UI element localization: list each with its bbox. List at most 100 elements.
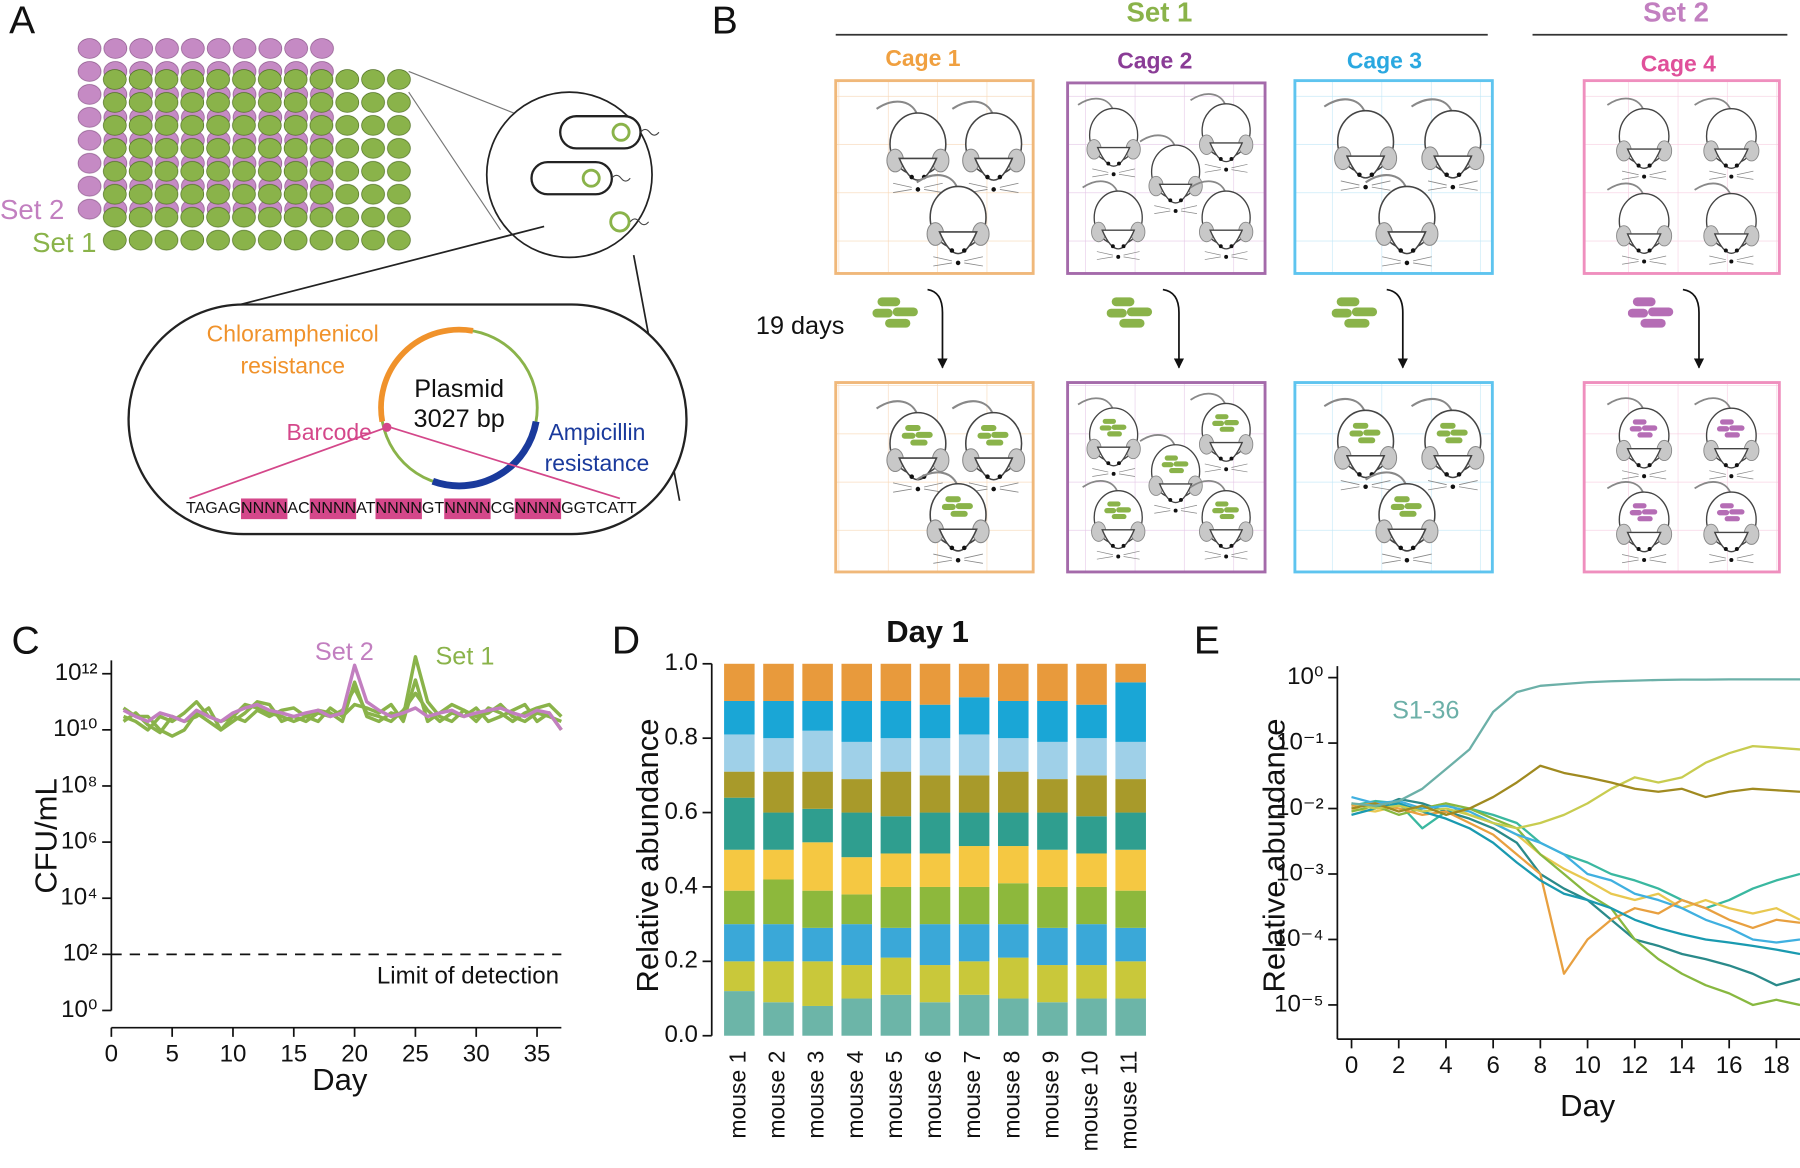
- barcode-highlight: [375, 498, 422, 520]
- barcode-label: Barcode: [287, 419, 372, 445]
- series-label: S1-36: [1392, 697, 1459, 725]
- bar-segment: [958, 812, 990, 847]
- bar-segment: [841, 998, 873, 1036]
- bar-segment: [1037, 849, 1068, 887]
- panel-label: B: [712, 0, 738, 43]
- bar-segment: [841, 700, 873, 742]
- x-tick-label: 30: [463, 1041, 490, 1068]
- bar-segment: [1037, 741, 1068, 780]
- threshold-label: Limit of detection: [377, 963, 559, 990]
- bar-segment: [1076, 886, 1107, 925]
- sequence-part: AT: [356, 499, 376, 517]
- bar-segment: [998, 700, 1029, 739]
- y-tick-label: 10⁻²: [1276, 794, 1324, 821]
- bar-segment: [998, 883, 1029, 925]
- series-line: [1351, 802, 1800, 975]
- bar-segment: [880, 816, 912, 854]
- x-tick-label: mouse 5: [881, 1051, 907, 1139]
- barcode-highlight: [514, 498, 562, 520]
- x-tick-label: mouse 8: [998, 1051, 1024, 1139]
- x-tick-label: 16: [1716, 1052, 1743, 1079]
- bar-segment: [763, 1002, 794, 1036]
- set-label: Set 1: [32, 227, 96, 258]
- bar-segment: [1115, 779, 1146, 813]
- x-tick-label: mouse 4: [842, 1050, 868, 1138]
- barcode-highlight: [444, 498, 491, 520]
- bar-segment: [724, 797, 755, 850]
- gene-label: resistance: [240, 353, 345, 379]
- x-tick-label: 10: [220, 1041, 247, 1068]
- bar-segment: [841, 663, 873, 701]
- y-tick-label: 10⁶: [61, 827, 98, 854]
- plasmid-size: 3027 bp: [414, 405, 505, 433]
- bar-segment: [1076, 738, 1107, 776]
- bar-segment: [880, 738, 912, 772]
- x-tick-label: 12: [1621, 1052, 1648, 1079]
- bar-segment: [841, 741, 873, 780]
- cage-label: Cage 2: [1117, 47, 1192, 73]
- bar-segment: [919, 924, 951, 966]
- bar-segment: [763, 849, 794, 880]
- bar-segment: [841, 894, 873, 925]
- bar-segment: [1115, 849, 1146, 891]
- flagellum: [629, 218, 650, 226]
- bar-segment: [1115, 998, 1146, 1036]
- x-tick-label: 35: [524, 1041, 551, 1068]
- bar-segment: [880, 853, 912, 887]
- bar-segment: [1037, 812, 1068, 850]
- bar-segment: [880, 700, 912, 739]
- bar-segment: [998, 738, 1029, 772]
- bar-segment: [919, 1002, 951, 1036]
- series-label: Set 1: [435, 643, 494, 671]
- bar-segment: [841, 857, 873, 895]
- series-line: [122, 655, 562, 732]
- plasmid-name: Plasmid: [414, 375, 504, 403]
- bar-segment: [1115, 812, 1146, 850]
- x-tick-label: 10: [1574, 1052, 1601, 1079]
- bar-segment: [802, 663, 833, 701]
- y-tick-label: 10⁴: [60, 884, 97, 911]
- y-tick-label: 1.0: [664, 649, 698, 676]
- bar-segment: [1037, 1002, 1068, 1036]
- bar-segment: [724, 849, 755, 891]
- bar-segment: [802, 700, 833, 731]
- bar-segment: [880, 771, 912, 817]
- barcode-site: [382, 422, 392, 432]
- plasmid-icon: [581, 168, 601, 188]
- sequence-part: NNNN: [376, 499, 422, 517]
- x-tick-label: mouse 2: [764, 1051, 790, 1139]
- sequence-part: CG: [491, 499, 515, 517]
- bar-segment: [724, 991, 755, 1036]
- x-tick-label: mouse 1: [724, 1051, 750, 1139]
- x-tick-label: mouse 11: [1116, 1051, 1142, 1150]
- flagellum: [611, 174, 631, 182]
- sequence-part: GGTCATT: [561, 499, 637, 517]
- y-tick-label: 10¹²: [55, 659, 98, 686]
- y-tick-label: 0.6: [664, 798, 698, 825]
- bar-segment: [1037, 965, 1068, 1003]
- sequence-part: GT: [422, 499, 444, 517]
- cage-label: Cage 3: [1347, 47, 1422, 73]
- sequence-part: NNNN: [515, 499, 561, 517]
- bar-segment: [802, 890, 833, 928]
- sequence-part: NNNN: [444, 499, 490, 517]
- group-label: Set 2: [1643, 0, 1709, 27]
- flagellum: [640, 128, 660, 136]
- y-tick-label: 10⁰: [61, 996, 97, 1023]
- plasmid-icon: [609, 211, 631, 233]
- bar-segment: [1115, 961, 1146, 999]
- cage: [1293, 381, 1494, 574]
- chart-title: Day 1: [886, 614, 969, 649]
- x-tick-label: 5: [165, 1041, 178, 1068]
- series-line: [1351, 797, 1800, 987]
- series-label: Set 2: [315, 638, 374, 666]
- y-tick-label: 0.8: [664, 724, 698, 751]
- cage: [834, 381, 1035, 574]
- bar-segment: [802, 842, 833, 891]
- bar-segment: [802, 730, 833, 772]
- y-tick-label: 10⁻¹: [1276, 728, 1324, 755]
- series-line: [1351, 802, 1800, 956]
- bar-segment: [724, 734, 755, 772]
- cage-label: Cage 4: [1641, 51, 1716, 77]
- plasmid-icon: [611, 122, 631, 142]
